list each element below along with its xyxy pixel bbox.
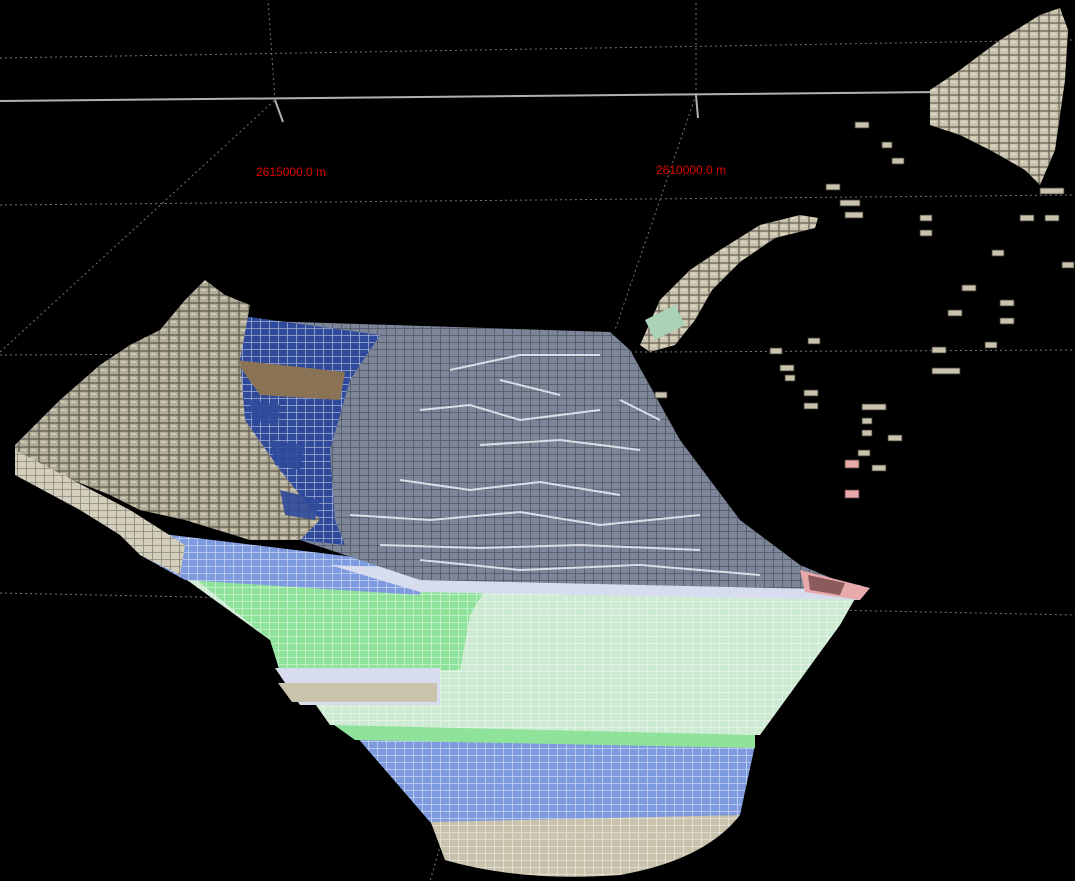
scattered-blocks[interactable] xyxy=(640,8,1075,499)
axis-lines xyxy=(0,91,941,123)
block-model[interactable] xyxy=(15,280,870,877)
axis-label-easting-1: 2615000.0 m xyxy=(256,165,327,179)
axis-label-easting-2: 2610000.0 m xyxy=(656,163,727,177)
